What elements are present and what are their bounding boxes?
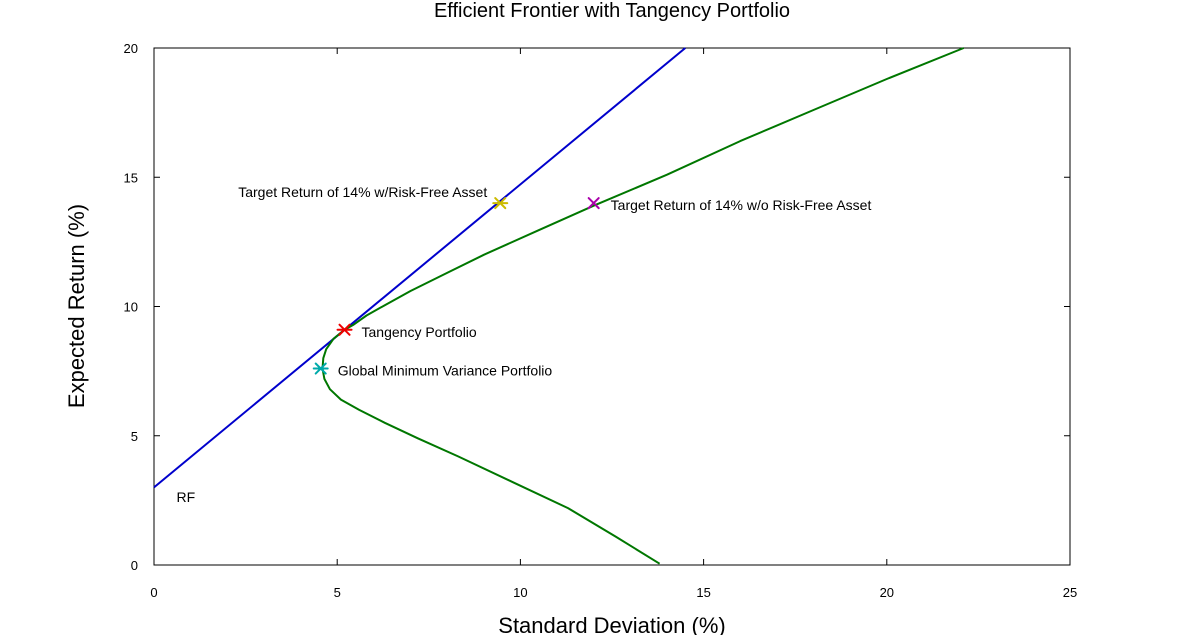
y-tick-label: 20 xyxy=(124,41,138,56)
annotation-rf: RF xyxy=(176,489,195,505)
series-layer xyxy=(153,47,965,565)
chart-title: Efficient Frontier with Tangency Portfol… xyxy=(434,0,790,22)
y-tick-label: 0 xyxy=(131,558,138,573)
point-marker-3 xyxy=(587,197,600,210)
plot-area xyxy=(153,47,1071,566)
point-label-2: Target Return of 14% w/Risk-Free Asset xyxy=(238,184,487,200)
point-marker-2 xyxy=(492,197,509,210)
point-marker-0 xyxy=(336,323,353,336)
x-tick-label: 0 xyxy=(150,585,157,600)
points-layer: Tangency Portfolio Global Minimum Varianc… xyxy=(238,184,871,378)
series-line-1 xyxy=(321,47,965,565)
annotation-layer: RF xyxy=(176,489,195,505)
y-axis-title: Expected Return (%) xyxy=(64,204,89,408)
x-tick-label: 20 xyxy=(880,585,894,600)
ticks-layer: 0 5 10 15 20 25 0 5 10 15 20 xyxy=(124,41,1078,600)
point-label-1: Global Minimum Variance Portfolio xyxy=(338,363,553,379)
y-tick-label: 5 xyxy=(131,429,138,444)
point-label-0: Tangency Portfolio xyxy=(362,324,477,340)
point-label-3: Target Return of 14% w/o Risk-Free Asset xyxy=(611,197,872,213)
series-line-0 xyxy=(153,47,686,489)
x-tick-label: 15 xyxy=(696,585,710,600)
x-tick-label: 25 xyxy=(1063,585,1077,600)
x-tick-label: 10 xyxy=(513,585,527,600)
y-tick-label: 10 xyxy=(124,300,138,315)
x-axis-title: Standard Deviation (%) xyxy=(498,613,725,635)
y-tick-label: 15 xyxy=(124,170,138,185)
point-marker-1 xyxy=(312,362,329,375)
x-tick-label: 5 xyxy=(334,585,341,600)
